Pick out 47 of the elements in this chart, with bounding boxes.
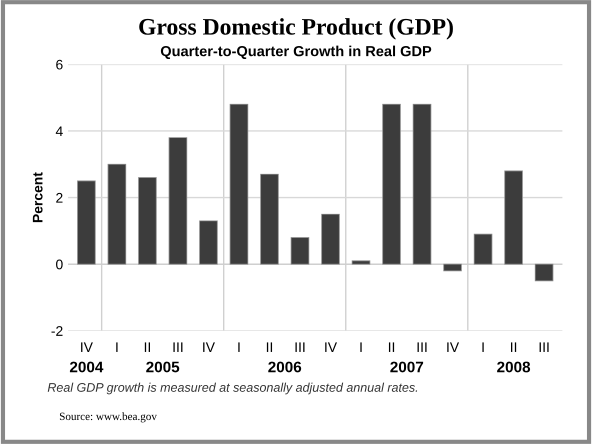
x-tick-label: I — [360, 342, 362, 352]
bar — [230, 104, 248, 265]
x-tick-label: IV — [325, 342, 337, 352]
bar — [352, 260, 370, 265]
y-axis-title: Percent — [32, 172, 43, 222]
chart-subtitle: Quarter-to-Quarter Growth in Real GDP — [160, 46, 432, 60]
bar — [168, 137, 188, 265]
y-tick-label: -2 — [51, 326, 63, 336]
x-tick-label: IV — [447, 342, 460, 352]
text: 2005 — [146, 362, 180, 372]
bar — [321, 214, 340, 265]
bar — [77, 180, 96, 265]
x-tick-label: III — [173, 342, 182, 352]
x-tick-label: II — [266, 342, 272, 352]
bar — [108, 164, 126, 265]
x-tick-label: III — [295, 342, 304, 352]
y-tick-label: 4 — [56, 126, 63, 136]
x-tick-label: II — [388, 342, 394, 352]
source-note: Source: www.bea.gov — [60, 412, 157, 422]
bar — [443, 264, 462, 272]
y-tick-label: 2 — [56, 192, 63, 203]
text: 2004 — [70, 362, 104, 372]
x-tick-label: II — [144, 342, 150, 352]
bar — [474, 234, 492, 265]
bar — [504, 170, 523, 265]
bar — [290, 237, 310, 265]
bar — [138, 177, 157, 265]
x-tick-label: IV — [203, 342, 215, 352]
chart-title: Gross Domestic Product (GDP) — [139, 18, 453, 40]
y-tick-label: 6 — [56, 60, 63, 70]
x-tick-label: IV — [81, 342, 93, 352]
x-tick-label: III — [540, 342, 549, 352]
bar — [382, 104, 401, 265]
text: 2008 — [497, 362, 530, 372]
y-tick-label: 0 — [56, 260, 63, 270]
x-tick-label: I — [482, 342, 484, 352]
bar — [534, 264, 554, 282]
bar — [199, 220, 218, 265]
bar — [260, 174, 279, 265]
x-tick-label: II — [511, 342, 516, 352]
x-tick-label: I — [116, 342, 118, 352]
x-tick-label: I — [238, 342, 240, 352]
bar — [412, 104, 432, 265]
x-tick-label: III — [418, 342, 427, 352]
text: 2007 — [390, 362, 424, 372]
text: Real GDP growth is measured at seasonally adjusted annual rates. — [48, 382, 418, 394]
text: 2006 — [268, 362, 302, 372]
